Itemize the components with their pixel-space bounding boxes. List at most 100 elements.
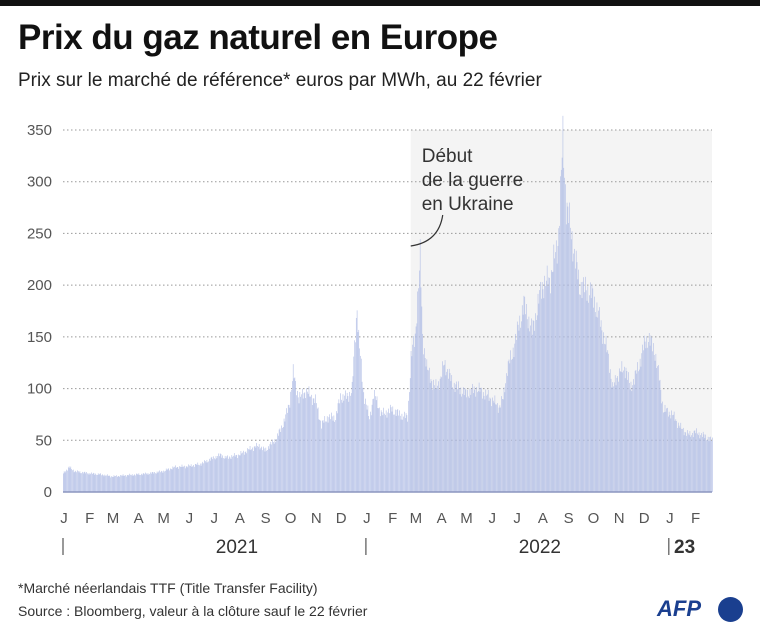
price-bar: [280, 431, 282, 492]
price-bar: [664, 404, 666, 492]
price-bar: [272, 441, 274, 492]
price-bar: [686, 435, 687, 492]
price-bar: [625, 367, 627, 492]
price-bar: [171, 469, 173, 492]
price-bar: [458, 381, 459, 492]
price-bar: [477, 392, 478, 492]
price-bar: [400, 419, 402, 492]
price-bar: [446, 371, 448, 492]
price-bar: [539, 290, 540, 492]
price-bar: [236, 454, 238, 492]
price-bar: [421, 306, 423, 492]
price-bar: [588, 302, 589, 492]
price-bar: [383, 407, 384, 492]
x-month-label: S: [261, 510, 271, 527]
price-bar: [433, 379, 434, 492]
price-bar: [258, 446, 259, 492]
x-month-label: N: [311, 510, 322, 527]
price-bar: [145, 472, 146, 492]
price-bar: [504, 392, 506, 492]
price-bar: [479, 391, 481, 492]
price-bar: [207, 462, 209, 492]
price-bar: [381, 412, 383, 492]
price-bar: [408, 400, 409, 492]
price-bar: [543, 298, 545, 492]
price-bar: [316, 403, 317, 492]
price-bar: [66, 469, 67, 492]
price-bar: [472, 383, 473, 492]
price-bar: [536, 319, 537, 492]
annotation-text: de la guerre: [422, 170, 523, 191]
price-bar: [148, 474, 150, 492]
price-bar: [197, 462, 199, 492]
price-bar: [199, 465, 200, 492]
price-bar: [362, 387, 364, 492]
price-bar: [607, 350, 609, 492]
price-bar: [360, 355, 361, 492]
x-month-label: N: [614, 510, 625, 527]
price-bar: [301, 394, 302, 492]
price-bar: [265, 447, 267, 492]
price-bar: [377, 408, 379, 492]
price-bar: [182, 466, 184, 492]
price-bar: [684, 431, 686, 492]
price-bar: [63, 471, 65, 492]
price-bar: [273, 443, 275, 492]
price-bar: [64, 472, 66, 492]
price-bar: [638, 369, 640, 492]
price-bar: [93, 473, 95, 492]
price-bar: [415, 326, 417, 492]
price-bar: [204, 460, 205, 492]
x-month-label: J: [513, 510, 521, 527]
price-bar: [663, 412, 665, 492]
price-bar: [290, 391, 292, 492]
price-bar: [361, 381, 363, 492]
price-bar: [624, 366, 625, 492]
annotation-leader: [410, 214, 444, 247]
price-bar: [192, 466, 194, 492]
price-bar: [453, 388, 454, 492]
price-bar: [355, 317, 357, 492]
price-bar: [356, 310, 358, 492]
price-bar: [177, 466, 179, 492]
price-bar: [642, 344, 643, 492]
price-bar: [668, 416, 669, 492]
price-bar: [239, 455, 241, 492]
price-bar: [670, 418, 672, 492]
price-bar: [251, 449, 253, 492]
price-bar: [237, 458, 238, 492]
price-bar: [293, 378, 295, 492]
price-bar: [597, 317, 599, 492]
price-bar: [106, 475, 107, 492]
price-bar: [235, 454, 237, 492]
price-bar: [179, 466, 180, 492]
price-bar: [92, 472, 94, 492]
price-bar: [551, 272, 553, 492]
price-bar: [660, 389, 662, 492]
price-bar: [669, 415, 671, 492]
price-bar: [472, 393, 474, 492]
price-bar: [212, 459, 214, 492]
price-bar: [337, 403, 339, 492]
price-bar: [618, 381, 619, 492]
price-bar: [448, 368, 450, 492]
price-bar: [502, 399, 504, 492]
price-bar: [253, 446, 255, 492]
price-bar: [556, 263, 558, 492]
price-bar: [349, 391, 350, 492]
price-bar: [422, 333, 423, 492]
price-bar: [292, 381, 293, 492]
price-bar: [196, 465, 198, 492]
price-bar: [300, 396, 301, 492]
price-bar: [334, 421, 336, 492]
price-bar: [405, 413, 407, 492]
price-bar: [102, 475, 104, 492]
price-bar: [547, 286, 549, 492]
price-bar: [639, 358, 641, 492]
price-bar: [323, 422, 325, 492]
price-bar: [521, 321, 522, 492]
price-bar: [365, 398, 366, 492]
x-month-label: J: [210, 510, 218, 527]
price-bar: [194, 464, 196, 492]
x-year-label: 2022: [519, 537, 561, 558]
